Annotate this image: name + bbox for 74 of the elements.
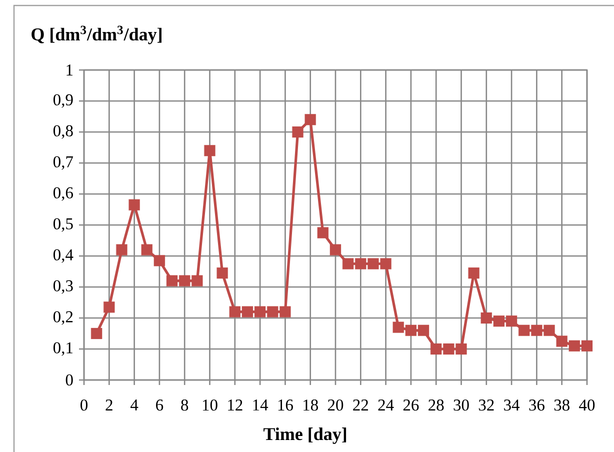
point: [418, 324, 430, 336]
point: [166, 275, 178, 286]
point: [355, 258, 366, 270]
x-axis-title: Time [day]: [264, 428, 346, 444]
x-tick-label: 18: [304, 400, 318, 411]
x-tick-label: 8: [181, 400, 188, 411]
point: [154, 255, 166, 266]
y-axis-title: Q [dm$^{3}$/dm$^{3}$/day]: [32, 26, 162, 44]
y-tick-label: 0,4: [53, 249, 74, 263]
point: [229, 306, 240, 318]
point: [581, 340, 593, 352]
x-tick-label: 12: [228, 400, 242, 410]
point: [204, 145, 216, 156]
point: [380, 258, 392, 270]
y-tick-label: 0,2: [53, 311, 73, 325]
point: [116, 244, 128, 256]
x-tick-label: 10: [202, 400, 218, 411]
point: [317, 227, 328, 238]
y-tick-label: 0,6: [53, 187, 73, 201]
x-tick-label: 36: [529, 400, 544, 411]
point: [518, 324, 530, 336]
x-tick-label: 20: [328, 400, 344, 411]
point: [192, 275, 203, 286]
point: [128, 199, 140, 210]
point: [493, 316, 505, 327]
x-tick-label: 2: [106, 400, 112, 410]
point: [304, 114, 316, 126]
point: [216, 267, 228, 279]
point: [405, 324, 417, 336]
x-tick-label: 30: [454, 400, 469, 411]
point: [430, 343, 442, 355]
y-tick-label: 0,7: [53, 156, 73, 170]
point: [468, 267, 480, 279]
point: [531, 324, 542, 336]
point: [292, 126, 304, 138]
point: [342, 258, 354, 270]
point: [568, 340, 580, 352]
x-tick-label: 6: [156, 400, 164, 411]
x-tick-label: 38: [554, 400, 570, 411]
point: [141, 244, 152, 256]
y-tick-label: 1: [66, 64, 72, 76]
point: [267, 306, 278, 318]
point: [280, 306, 291, 318]
point: [242, 306, 254, 318]
x-tick-label: 0: [80, 400, 88, 411]
y-tick-label: 0,9: [53, 94, 73, 108]
x-tick-label: 24: [378, 400, 394, 410]
x-tick-label: 16: [278, 400, 293, 411]
y-tick-label: 0,3: [53, 280, 73, 294]
point: [506, 316, 518, 327]
x-tick-label: 4: [130, 400, 138, 410]
x-tick-label: 22: [353, 400, 368, 410]
y-tick-label: 0,8: [53, 125, 73, 139]
x-tick-label: 40: [579, 400, 595, 411]
x-tick-label: 14: [253, 400, 268, 410]
point: [556, 336, 568, 347]
point: [480, 312, 492, 324]
point: [443, 343, 454, 355]
x-tick-label: 32: [478, 400, 494, 411]
y-tick-label: 0: [66, 374, 73, 386]
point: [104, 302, 115, 313]
y-tick-label: 0,5: [53, 218, 73, 232]
x-tick-label: 26: [403, 400, 419, 411]
point: [179, 275, 190, 286]
point: [330, 244, 342, 256]
x-tick-label: 28: [428, 400, 444, 411]
point: [91, 328, 102, 340]
point: [392, 322, 404, 333]
point: [456, 343, 467, 355]
x-tick-label: 34: [504, 400, 520, 411]
point: [368, 258, 379, 270]
y-tick-label: 0,1: [53, 342, 72, 356]
point: [254, 306, 266, 318]
point: [544, 324, 555, 336]
